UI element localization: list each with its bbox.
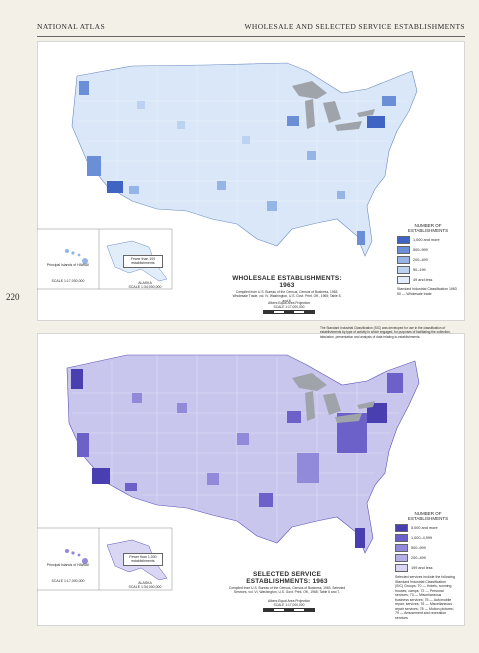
legend-title: NUMBER OF ESTABLISHMENTS — [407, 223, 449, 233]
legend-row: 500–999 — [395, 544, 461, 552]
legend-swatch — [395, 534, 408, 542]
wholesale-dense-areas — [79, 81, 396, 245]
services-map-title: SELECTED SERVICE ESTABLISHMENTS: 1963 — [246, 571, 328, 585]
legend-row: 200–499 — [395, 554, 461, 562]
legend-swatch — [395, 554, 408, 562]
header-rule — [37, 36, 465, 37]
alaska-label: ALASKA — [138, 281, 152, 285]
legend-row: 1,000 and more — [397, 236, 459, 244]
wholesale-legend: NUMBER OF ESTABLISHMENTS 1,000 and more … — [397, 223, 459, 296]
legend-note: Standard Industrial Classification 1963 … — [397, 287, 457, 296]
wholesale-map-panel: Principal Islands of HAWAII SCALE 1:17,0… — [37, 41, 465, 321]
legend-swatch — [395, 564, 408, 572]
legend-label: 200–499 — [413, 258, 428, 262]
hawaii-islands — [65, 249, 88, 264]
page-number: 220 — [6, 292, 20, 302]
great-lakes — [292, 81, 375, 131]
hawaii-islands — [65, 549, 88, 564]
alaska-label: ALASKA — [138, 581, 152, 585]
projection-label: Albers Equal Area Projection — [268, 301, 310, 305]
legend-row: 200–499 — [397, 256, 459, 264]
alaska-scale: SCALE 1:34,000,000 — [128, 585, 162, 589]
hawaii-scale: SCALE 1:17,000,000 — [51, 279, 85, 283]
services-map-panel: The Standard Industrial Classification (… — [37, 326, 465, 626]
legend-row: 500–999 — [397, 246, 459, 254]
legend-swatch — [395, 544, 408, 552]
legend-row: 199 and less — [395, 564, 461, 572]
wholesale-map-source: Compiled from U.S. Bureau of the Census,… — [232, 290, 342, 303]
scale-bar — [263, 310, 315, 314]
page-section-title: WHOLESALE AND SELECTED SERVICE ESTABLISH… — [244, 22, 465, 31]
legend-label: 49 and less — [413, 278, 433, 282]
legend-label: 1,000–4,999 — [411, 536, 433, 540]
wholesale-scale: Albers Equal Area Projection SCALE 1:17,… — [259, 301, 319, 315]
sic-side-note: The Standard Industrial Classification (… — [320, 326, 451, 339]
atlas-title: NATIONAL ATLAS — [37, 22, 106, 31]
legend-label: 50–199 — [413, 268, 426, 272]
scale-label: SCALE 1:17,000,000 — [273, 305, 305, 309]
wholesale-map-title: WHOLESALE ESTABLISHMENTS: 1963 — [232, 275, 342, 289]
legend-label: 200–499 — [411, 556, 426, 560]
hawaii-label: Principal Islands of HAWAII — [46, 563, 90, 567]
services-dense-areas — [71, 369, 403, 548]
services-map — [37, 333, 465, 626]
legend-row: 50–199 — [397, 266, 459, 274]
services-legend: NUMBER OF ESTABLISHMENTS 5,000 and more … — [395, 511, 461, 620]
legend-swatch — [397, 266, 410, 274]
hawaii-label: Principal Islands of HAWAII — [46, 263, 90, 267]
county-grid — [77, 64, 407, 241]
legend-label: 1,000 and more — [413, 238, 440, 242]
legend-swatch — [397, 236, 410, 244]
projection-label: Albers Equal Area Projection — [268, 599, 310, 603]
hawaii-scale: SCALE 1:17,000,000 — [51, 579, 85, 583]
alaska-scale: SCALE 1:34,000,000 — [128, 285, 162, 289]
legend-label: 500–999 — [413, 248, 428, 252]
legend-label: 199 and less — [411, 566, 433, 570]
legend-swatch — [395, 524, 408, 532]
legend-swatch — [397, 246, 410, 254]
legend-label: 5,000 and more — [411, 526, 438, 530]
wholesale-map-title-block: WHOLESALE ESTABLISHMENTS: 1963 Compiled … — [232, 275, 342, 303]
legend-row: 49 and less — [397, 276, 459, 284]
legend-row: 1,000–4,999 — [395, 534, 461, 542]
legend-swatch — [397, 276, 410, 284]
services-map-source: Compiled from U.S. Bureau of the Census,… — [228, 586, 346, 595]
legend-label: 500–999 — [411, 546, 426, 550]
services-map-title-block: SELECTED SERVICE ESTABLISHMENTS: 1963 Co… — [227, 571, 347, 595]
alaska-box-label: Fewer than 100 establishments — [123, 255, 163, 268]
scale-bar — [263, 608, 315, 612]
scale-label: SCALE 1:17,000,000 — [273, 603, 305, 607]
legend-swatch — [397, 256, 410, 264]
legend-title: NUMBER OF ESTABLISHMENTS — [407, 511, 449, 521]
alaska-box-label: Fewer than 1,000 establishments — [123, 553, 163, 566]
legend-note: Selected services include the following … — [395, 575, 455, 620]
services-scale: Albers Equal Area Projection SCALE 1:17,… — [259, 599, 319, 613]
legend-row: 5,000 and more — [395, 524, 461, 532]
great-lakes — [292, 373, 375, 423]
